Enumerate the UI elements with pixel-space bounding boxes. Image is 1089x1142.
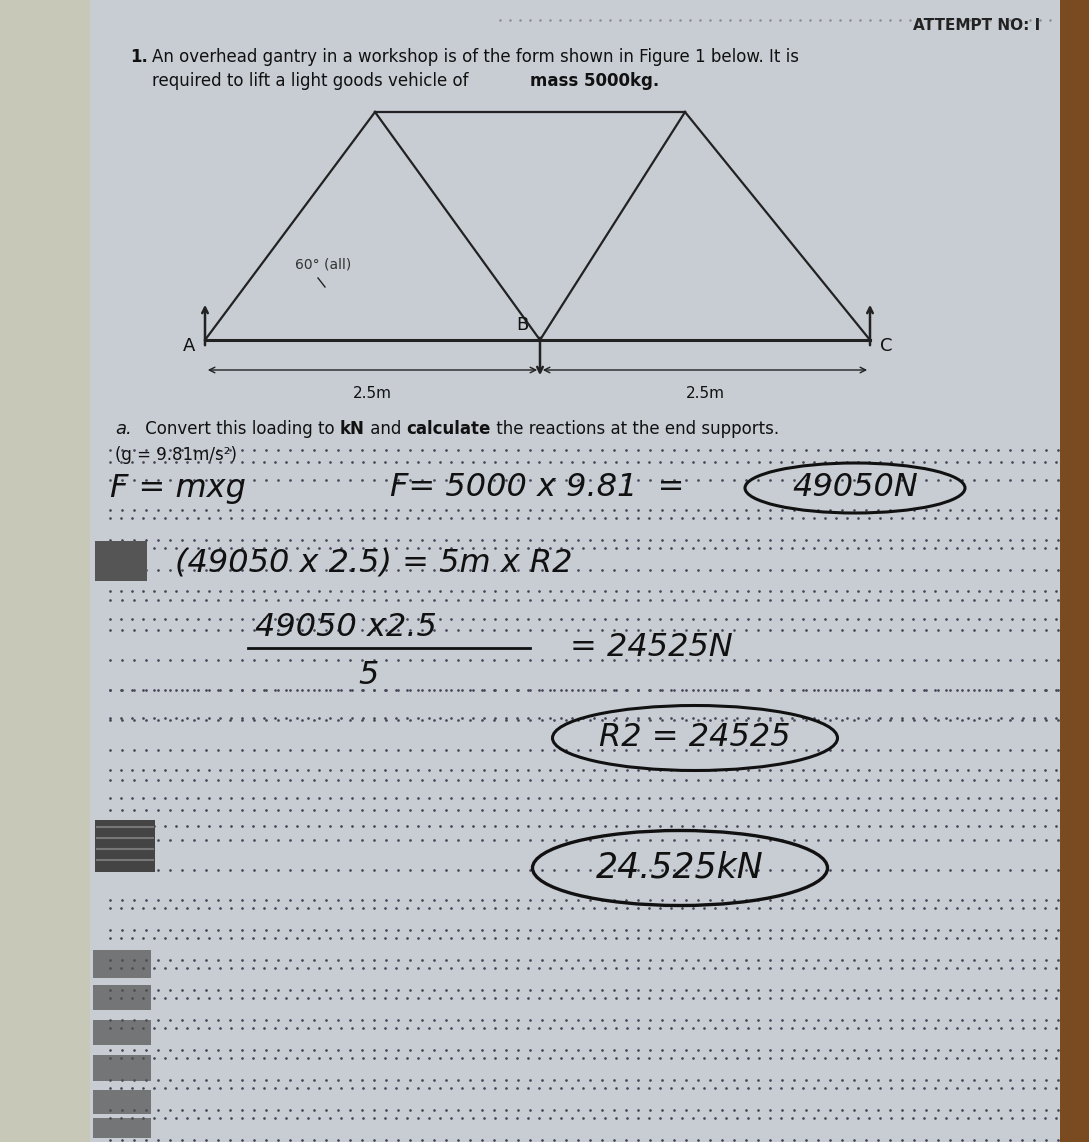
Text: 1.: 1. <box>130 48 148 66</box>
Text: 49050N: 49050N <box>792 473 918 504</box>
Text: (g = 9.81m/s²): (g = 9.81m/s²) <box>115 447 237 464</box>
Text: B: B <box>516 316 528 333</box>
Bar <box>93 1055 151 1081</box>
Text: 2.5m: 2.5m <box>685 386 724 401</box>
Text: ATTEMPT NO: I: ATTEMPT NO: I <box>913 18 1040 33</box>
Text: F = mxg: F = mxg <box>110 473 246 504</box>
Polygon shape <box>920 0 1089 1142</box>
Text: = 24525N: = 24525N <box>570 633 733 664</box>
Text: 60° (all): 60° (all) <box>295 258 352 272</box>
Text: An overhead gantry in a workshop is of the form shown in Figure 1 below. It is: An overhead gantry in a workshop is of t… <box>152 48 799 66</box>
Text: 24.525kN: 24.525kN <box>596 851 763 885</box>
Bar <box>93 1089 151 1113</box>
Bar <box>93 1020 151 1045</box>
Text: Convert this loading to: Convert this loading to <box>140 420 340 439</box>
Bar <box>95 541 147 581</box>
Text: A: A <box>183 337 195 355</box>
Text: 5: 5 <box>358 660 378 692</box>
FancyBboxPatch shape <box>90 0 1060 1142</box>
Text: a.: a. <box>115 420 132 439</box>
Bar <box>93 950 151 978</box>
Bar <box>93 986 151 1010</box>
Text: and: and <box>365 420 406 439</box>
Text: R2 = 24525: R2 = 24525 <box>599 723 791 754</box>
Text: calculate: calculate <box>406 420 491 439</box>
Text: C: C <box>880 337 893 355</box>
Text: the reactions at the end supports.: the reactions at the end supports. <box>491 420 779 439</box>
Text: 2.5m: 2.5m <box>353 386 392 401</box>
Bar <box>93 1118 151 1137</box>
Text: (49050 x 2.5) = 5m x R2: (49050 x 2.5) = 5m x R2 <box>175 547 573 579</box>
Text: F= 5000 x 9.81  =: F= 5000 x 9.81 = <box>390 473 685 504</box>
Text: 49050 x2.5: 49050 x2.5 <box>255 612 437 643</box>
Bar <box>95 820 155 872</box>
Text: required to lift a light goods vehicle of: required to lift a light goods vehicle o… <box>152 72 474 90</box>
Text: kN: kN <box>340 420 365 439</box>
Text: mass 5000kg.: mass 5000kg. <box>530 72 659 90</box>
